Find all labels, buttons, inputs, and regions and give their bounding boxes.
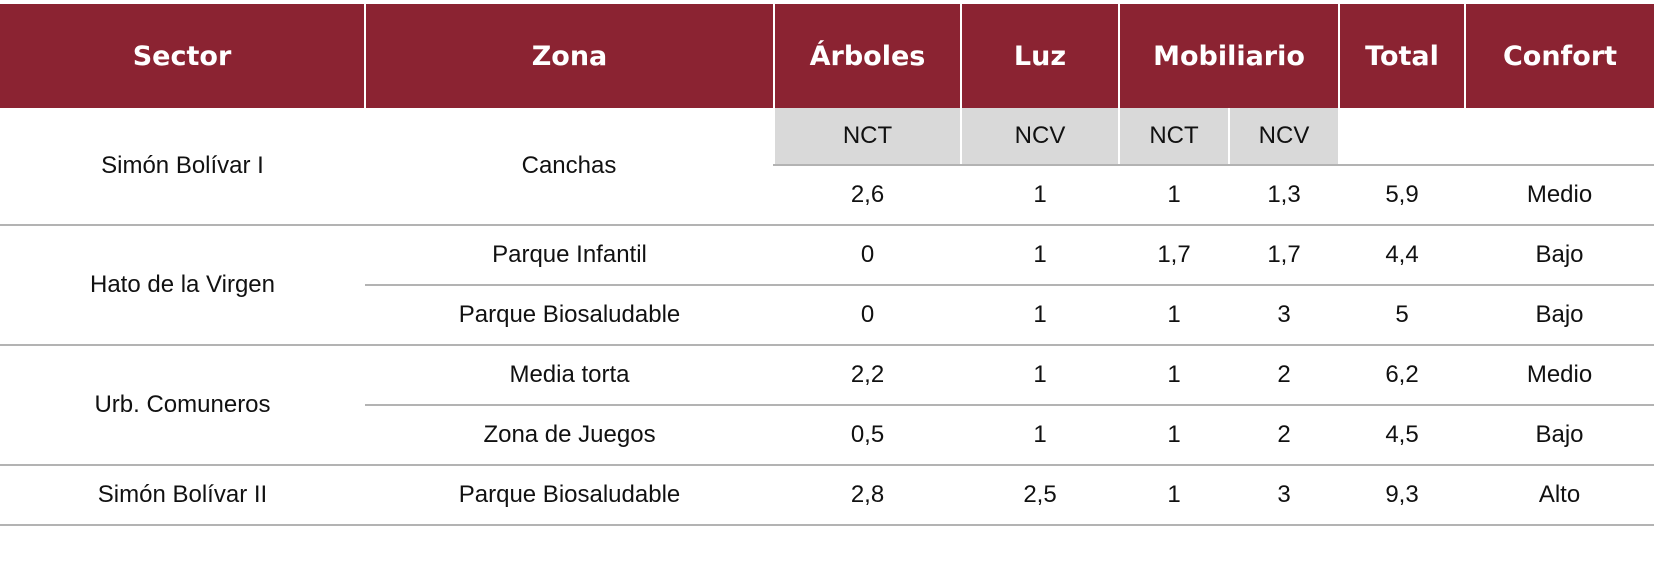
column-header: Total xyxy=(1338,4,1467,108)
data-row: Simón Bolívar II Parque Biosaludable 2,8 2,… xyxy=(0,465,1654,526)
value-cell: 3 xyxy=(1229,465,1340,526)
value-cell: Medio xyxy=(1465,345,1654,406)
data-row: 2,6 1 1 1,3 5,9 Medio xyxy=(0,165,1654,226)
data-row: Parque Biosaludable 0 1 1 3 5 Bajo xyxy=(0,285,1654,346)
zone-cell: Parque Biosaludable xyxy=(365,285,774,346)
column-header: Sector xyxy=(0,4,366,108)
zone-cell: Media torta xyxy=(365,345,774,406)
table-body: Simón Bolívar I Canchas NCT NCV NCT NCV 2,6 1 1 1… xyxy=(0,108,1654,526)
column-header: Mobiliario xyxy=(1117,4,1341,108)
value-cell: 2 xyxy=(1229,345,1340,406)
column-header: Árboles xyxy=(773,4,962,108)
value-cell: 1 xyxy=(1119,405,1229,466)
value-cell: Alto xyxy=(1465,465,1654,526)
sector-cell: Simón Bolívar II xyxy=(0,465,365,526)
value-cell: 1 xyxy=(961,285,1119,346)
subheader: NCV xyxy=(1227,108,1341,166)
zone-cell: Parque Infantil xyxy=(365,225,774,286)
value-cell: 0,5 xyxy=(774,405,961,466)
value-cell: 1,7 xyxy=(1119,225,1229,286)
value-cell: 1 xyxy=(1119,165,1229,226)
subheader-row: Simón Bolívar I Canchas NCT NCV NCT NCV xyxy=(0,108,1654,226)
value-cell: 1,3 xyxy=(1229,165,1340,226)
column-header: Confort xyxy=(1464,4,1654,108)
value-cell: 5 xyxy=(1339,285,1466,346)
value-cell: 5,9 xyxy=(1339,165,1466,226)
value-cell: Bajo xyxy=(1465,285,1654,346)
column-header: Zona xyxy=(364,4,775,108)
zone-cell: Canchas xyxy=(365,108,774,226)
sector-cell: Simón Bolívar I xyxy=(0,108,365,226)
subheader: NCT xyxy=(1118,108,1230,166)
value-cell: 1 xyxy=(961,225,1119,286)
value-cell: 2,5 xyxy=(961,465,1119,526)
value-cell: 0 xyxy=(774,225,961,286)
value-cell: 2,6 xyxy=(774,165,961,226)
zone-cell: Parque Biosaludable xyxy=(365,465,774,526)
value-cell: 1 xyxy=(1119,465,1229,526)
data-row: Urb. Comuneros Media torta 2,2 1 1 2 6,2 Medio xyxy=(0,345,1654,466)
value-cell: 4,4 xyxy=(1339,225,1466,286)
value-cell: 1 xyxy=(1119,345,1229,406)
value-cell: 2,2 xyxy=(774,345,961,406)
value-cell: 1 xyxy=(1119,285,1229,346)
value-cell: 6,2 xyxy=(1339,345,1466,406)
data-row: Hato de la Virgen Parque Infantil 0 1 1,7 1,7… xyxy=(0,225,1654,346)
header-row: Sector Zona Árboles Luz Mobiliario Total Confo… xyxy=(0,4,1654,108)
value-cell: Bajo xyxy=(1465,405,1654,466)
value-cell: 1 xyxy=(961,405,1119,466)
subheader: NCV xyxy=(960,108,1120,166)
column-header: Luz xyxy=(960,4,1120,108)
comfort-table: Sector Zona Árboles Luz Mobiliario Total Confo… xyxy=(0,4,1654,526)
value-cell: 1 xyxy=(961,165,1119,226)
data-row: Zona de Juegos 0,5 1 1 2 4,5 Bajo xyxy=(0,405,1654,466)
value-cell: 2,8 xyxy=(774,465,961,526)
value-cell: 2 xyxy=(1229,405,1340,466)
value-cell: 3 xyxy=(1229,285,1340,346)
value-cell: 1 xyxy=(961,345,1119,406)
value-cell: Bajo xyxy=(1465,225,1654,286)
value-cell: 9,3 xyxy=(1339,465,1466,526)
zone-cell: Zona de Juegos xyxy=(365,405,774,466)
subheader: NCT xyxy=(773,108,962,166)
value-cell: Medio xyxy=(1465,165,1654,226)
value-cell: 1,7 xyxy=(1229,225,1340,286)
value-cell: 4,5 xyxy=(1339,405,1466,466)
sector-cell: Urb. Comuneros xyxy=(0,345,365,466)
empty-cell xyxy=(1339,108,1654,166)
sector-cell: Hato de la Virgen xyxy=(0,225,365,346)
value-cell: 0 xyxy=(774,285,961,346)
